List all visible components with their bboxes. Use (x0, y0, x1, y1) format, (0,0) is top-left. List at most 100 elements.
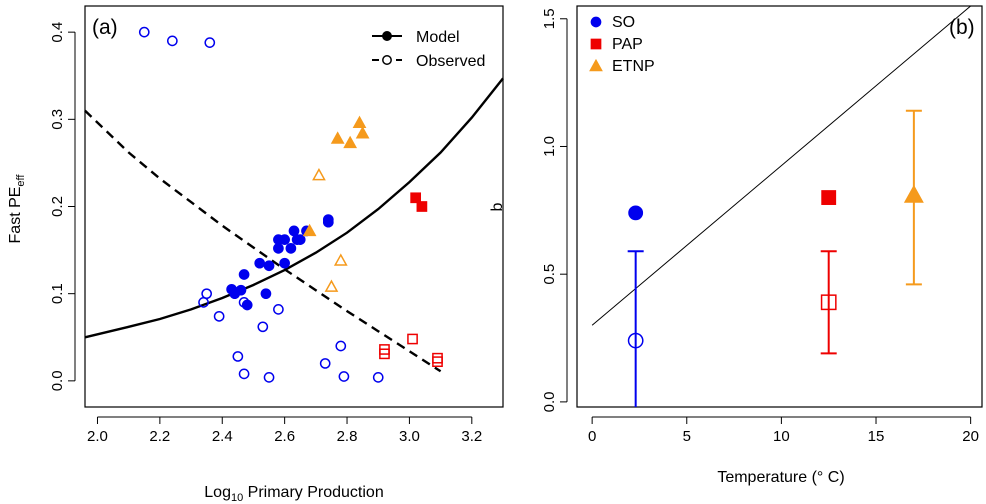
point-so-observed (204, 37, 216, 48)
panel-a-x-axis-label: Log10 Primary Production (204, 484, 383, 504)
panel-a-x-tick-label: 3.0 (399, 428, 420, 445)
point-so-model (229, 288, 241, 300)
point-pap-observed (432, 356, 443, 368)
point-etnp-observed (312, 167, 326, 181)
legend-label-so: SO (612, 14, 635, 31)
panel-a-y-tick-label: 0.2 (49, 196, 66, 217)
panel-b-x-tick-label: 10 (773, 428, 790, 445)
panel-a-x-tick-label: 2.2 (149, 428, 170, 445)
observed-point-etnp (903, 184, 924, 203)
point-etnp-observed (333, 253, 348, 266)
model-point-etnp (904, 185, 924, 203)
point-so-model (260, 288, 272, 300)
legend-label-model: Model (416, 29, 460, 46)
panel-b-points (627, 109, 924, 407)
point-so-observed (238, 368, 250, 380)
point-so-model (288, 225, 300, 237)
point-so-observed (166, 35, 178, 47)
point-so-observed (338, 371, 350, 382)
point-etnp-model (355, 126, 370, 139)
point-so-observed (232, 351, 244, 362)
point-so-model (279, 234, 290, 245)
panel-a-y-tick-label: 0.3 (49, 109, 66, 130)
point-so-model (294, 234, 306, 245)
panel-a-x-tick-label: 2.4 (212, 428, 233, 445)
point-so-observed (213, 310, 225, 322)
point-etnp-model (302, 223, 317, 237)
point-pap-observed (432, 352, 443, 364)
legend-marker-so (590, 16, 602, 28)
point-so-observed (238, 297, 250, 308)
legend-marker-etnp (589, 58, 603, 72)
observed-point-so (627, 332, 644, 349)
panel-a-xlabel-base: Log (204, 484, 231, 501)
panel-a-xlabel-sub: 10 (231, 492, 243, 504)
legend-label-pap: PAP (612, 36, 643, 53)
panel-b-frame (576, 5, 983, 408)
panel-b-x-axis-label: Temperature (° C) (717, 469, 844, 486)
point-so-model (279, 257, 290, 269)
point-so-observed (257, 321, 269, 333)
panel-b-x-tick-label: 15 (868, 428, 885, 445)
observed-point-pap (820, 294, 837, 311)
model-curve (84, 77, 504, 339)
panel-b-reference-line (591, 5, 971, 326)
panel-a-xlabel-rest: Primary Production (243, 484, 384, 501)
point-so-observed (201, 288, 213, 300)
panel-b-y-axis-label: b (489, 202, 506, 211)
point-so-observed (335, 340, 347, 352)
panel-b-label: (b) (949, 16, 975, 39)
panel-b-x-tick-label: 20 (962, 428, 979, 445)
panel-b-x-tick-label: 5 (683, 428, 691, 445)
panel-a-x-tick-label: 3.2 (461, 428, 482, 445)
panel-a-x-tick-label: 2.8 (337, 428, 358, 445)
panel-a-ylabel-main: Fast PE (7, 187, 24, 244)
point-etnp-model (343, 135, 358, 149)
model-point-so (628, 205, 644, 221)
panel-b-y-tick-label: 0.5 (541, 264, 558, 285)
point-so-observed (138, 26, 150, 38)
panel-a-frame (84, 5, 504, 408)
model-point-pap (821, 190, 837, 205)
point-etnp-observed (324, 279, 339, 292)
panel-a: (a) Log10 Primary Production Fast PEeff … (7, 5, 504, 504)
point-so-model (254, 257, 266, 269)
point-etnp-model (352, 115, 367, 129)
panel-b-legend: SO PAP ETNP (589, 14, 655, 75)
panel-b-axes: 0 5 10 15 20 0.0 0.5 1.0 1.5 (541, 8, 979, 445)
point-so-model (322, 214, 334, 225)
panel-a-legend: Model Observed (372, 29, 485, 70)
point-so-observed (372, 372, 384, 383)
point-so-observed (273, 304, 284, 315)
panel-a-points (138, 26, 443, 383)
legend-label-etnp: ETNP (612, 58, 655, 75)
panel-a-ylabel-sub: eff (15, 174, 27, 187)
legend-label-observed: Observed (416, 53, 485, 70)
panel-a-x-tick-label: 2.0 (87, 428, 108, 445)
point-so-model (273, 242, 284, 254)
panel-a-y-tick-label: 0.4 (49, 22, 66, 43)
legend-marker-pap (590, 38, 602, 50)
point-pap-observed (379, 348, 390, 360)
point-so-model (285, 242, 297, 254)
point-so-observed (319, 358, 331, 369)
panel-b-y-tick-label: 1.0 (541, 136, 558, 157)
legend-marker-observed (382, 55, 392, 65)
panel-a-label: (a) (92, 16, 118, 39)
panel-b-x-tick-label: 0 (588, 428, 596, 445)
panel-a-x-tick-label: 2.6 (274, 428, 295, 445)
observed-curve (84, 109, 442, 373)
point-pap-observed (407, 333, 418, 345)
panel-a-y-axis-label: Fast PEeff (7, 174, 27, 244)
point-pap-model (410, 192, 422, 204)
point-so-model (263, 260, 275, 272)
point-etnp-model (330, 131, 345, 144)
panel-b-y-tick-label: 1.5 (541, 8, 558, 29)
point-so-observed (263, 372, 275, 383)
panel-a-curves (84, 77, 504, 373)
point-so-model (238, 269, 250, 280)
panel-a-y-tick-label: 0.0 (49, 370, 66, 391)
panel-a-y-tick-label: 0.1 (49, 283, 66, 304)
reference-line (591, 5, 971, 326)
